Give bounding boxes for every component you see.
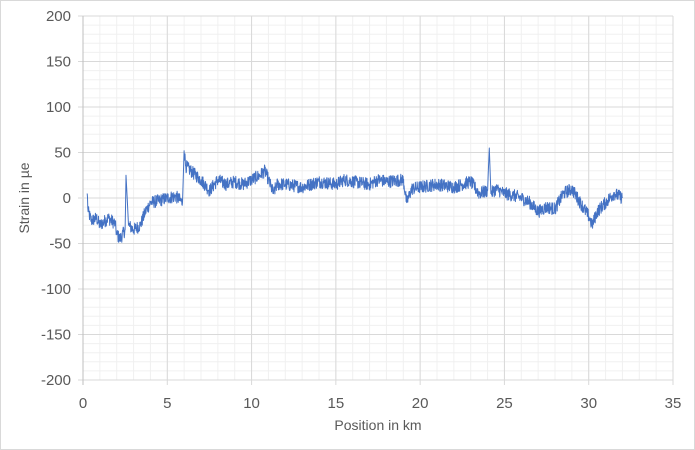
y-tick-label: -50 <box>49 236 71 253</box>
x-tick-label: 15 <box>328 395 345 412</box>
y-axis-ticks: 200 150 100 50 0 -50 -100 -150 -200 <box>41 8 71 389</box>
x-tick-label: 30 <box>580 395 597 412</box>
x-axis-ticks: 0 5 10 15 20 25 30 35 <box>79 395 682 412</box>
x-axis-title: Position in km <box>334 417 421 433</box>
y-tick-label: 150 <box>46 54 71 71</box>
y-tick-label: -100 <box>41 281 71 298</box>
y-tick-label: -150 <box>41 327 71 344</box>
x-tick-label: 20 <box>412 395 429 412</box>
x-tick-label: 5 <box>163 395 171 412</box>
y-tick-label: 100 <box>46 99 71 116</box>
x-tick-label: 0 <box>79 395 87 412</box>
x-tick-label: 10 <box>243 395 260 412</box>
y-axis-title: Strain in µe <box>16 162 32 233</box>
y-tick-label: 50 <box>54 145 71 162</box>
x-tick-label: 35 <box>665 395 682 412</box>
y-tick-label: 0 <box>63 190 71 207</box>
gridlines <box>78 15 674 385</box>
y-tick-label: -200 <box>41 372 71 389</box>
strain-series-line <box>86 147 623 243</box>
x-tick-label: 25 <box>496 395 513 412</box>
y-tick-label: 200 <box>46 8 71 25</box>
